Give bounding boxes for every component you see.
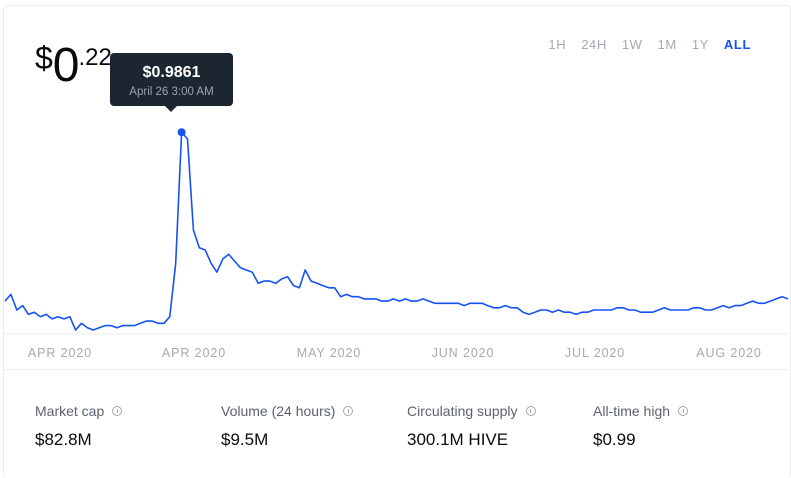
price-decimal: .22: [78, 44, 112, 71]
price-currency: $: [35, 40, 53, 76]
x-tick-label: JUL 2020: [565, 346, 625, 360]
range-all[interactable]: ALL: [723, 37, 751, 52]
stat-volume: Volume (24 hours) $9.5M: [221, 403, 407, 450]
tooltip-value: $0.9861: [142, 64, 201, 81]
x-tick-label: AUG 2020: [696, 346, 762, 360]
current-price: $ 0 .22: [35, 34, 112, 90]
stat-value: $0.99: [593, 430, 636, 449]
highlight-point[interactable]: [177, 128, 186, 137]
range-1w[interactable]: 1W: [621, 37, 643, 52]
stat-label: Circulating supply: [407, 403, 518, 419]
stat-label: All-time high: [593, 403, 671, 419]
range-1y[interactable]: 1Y: [691, 37, 709, 52]
tooltip-date: April 26 3:00 AM: [129, 86, 214, 98]
range-1h[interactable]: 1H: [548, 37, 567, 52]
divider: [4, 369, 788, 370]
price-integer: 0: [52, 39, 80, 92]
chart-tooltip: $0.9861 April 26 3:00 AM: [110, 53, 233, 112]
stat-value: $82.8M: [35, 430, 92, 449]
info-icon[interactable]: [112, 406, 123, 416]
range-1m[interactable]: 1M: [657, 37, 677, 52]
stat-value: 300.1M HIVE: [407, 430, 509, 449]
stat-label: Market cap: [35, 403, 105, 419]
stat-circulating-supply: Circulating supply 300.1M HIVE: [407, 403, 593, 450]
x-tick-label: APR 2020: [162, 346, 226, 360]
stat-label: Volume (24 hours): [221, 403, 336, 419]
info-icon[interactable]: [678, 406, 689, 416]
x-tick-label: APR 2020: [28, 346, 92, 360]
stat-value: $9.5M: [221, 430, 269, 449]
stats-row: Market cap $82.8M Volume (24 hours) $9.5…: [35, 403, 779, 450]
info-icon[interactable]: [343, 406, 354, 416]
stat-market-cap: Market cap $82.8M: [35, 403, 221, 450]
range-24h[interactable]: 24H: [581, 37, 607, 52]
x-tick-label: JUN 2020: [432, 346, 495, 360]
tooltip-arrow: [165, 106, 177, 112]
time-range-selector: 1H 24H 1W 1M 1Y ALL: [548, 37, 751, 52]
x-tick-label: MAY 2020: [297, 346, 361, 360]
info-icon[interactable]: [525, 406, 536, 416]
stat-all-time-high: All-time high $0.99: [593, 403, 779, 450]
price-series-line: [4, 131, 789, 331]
